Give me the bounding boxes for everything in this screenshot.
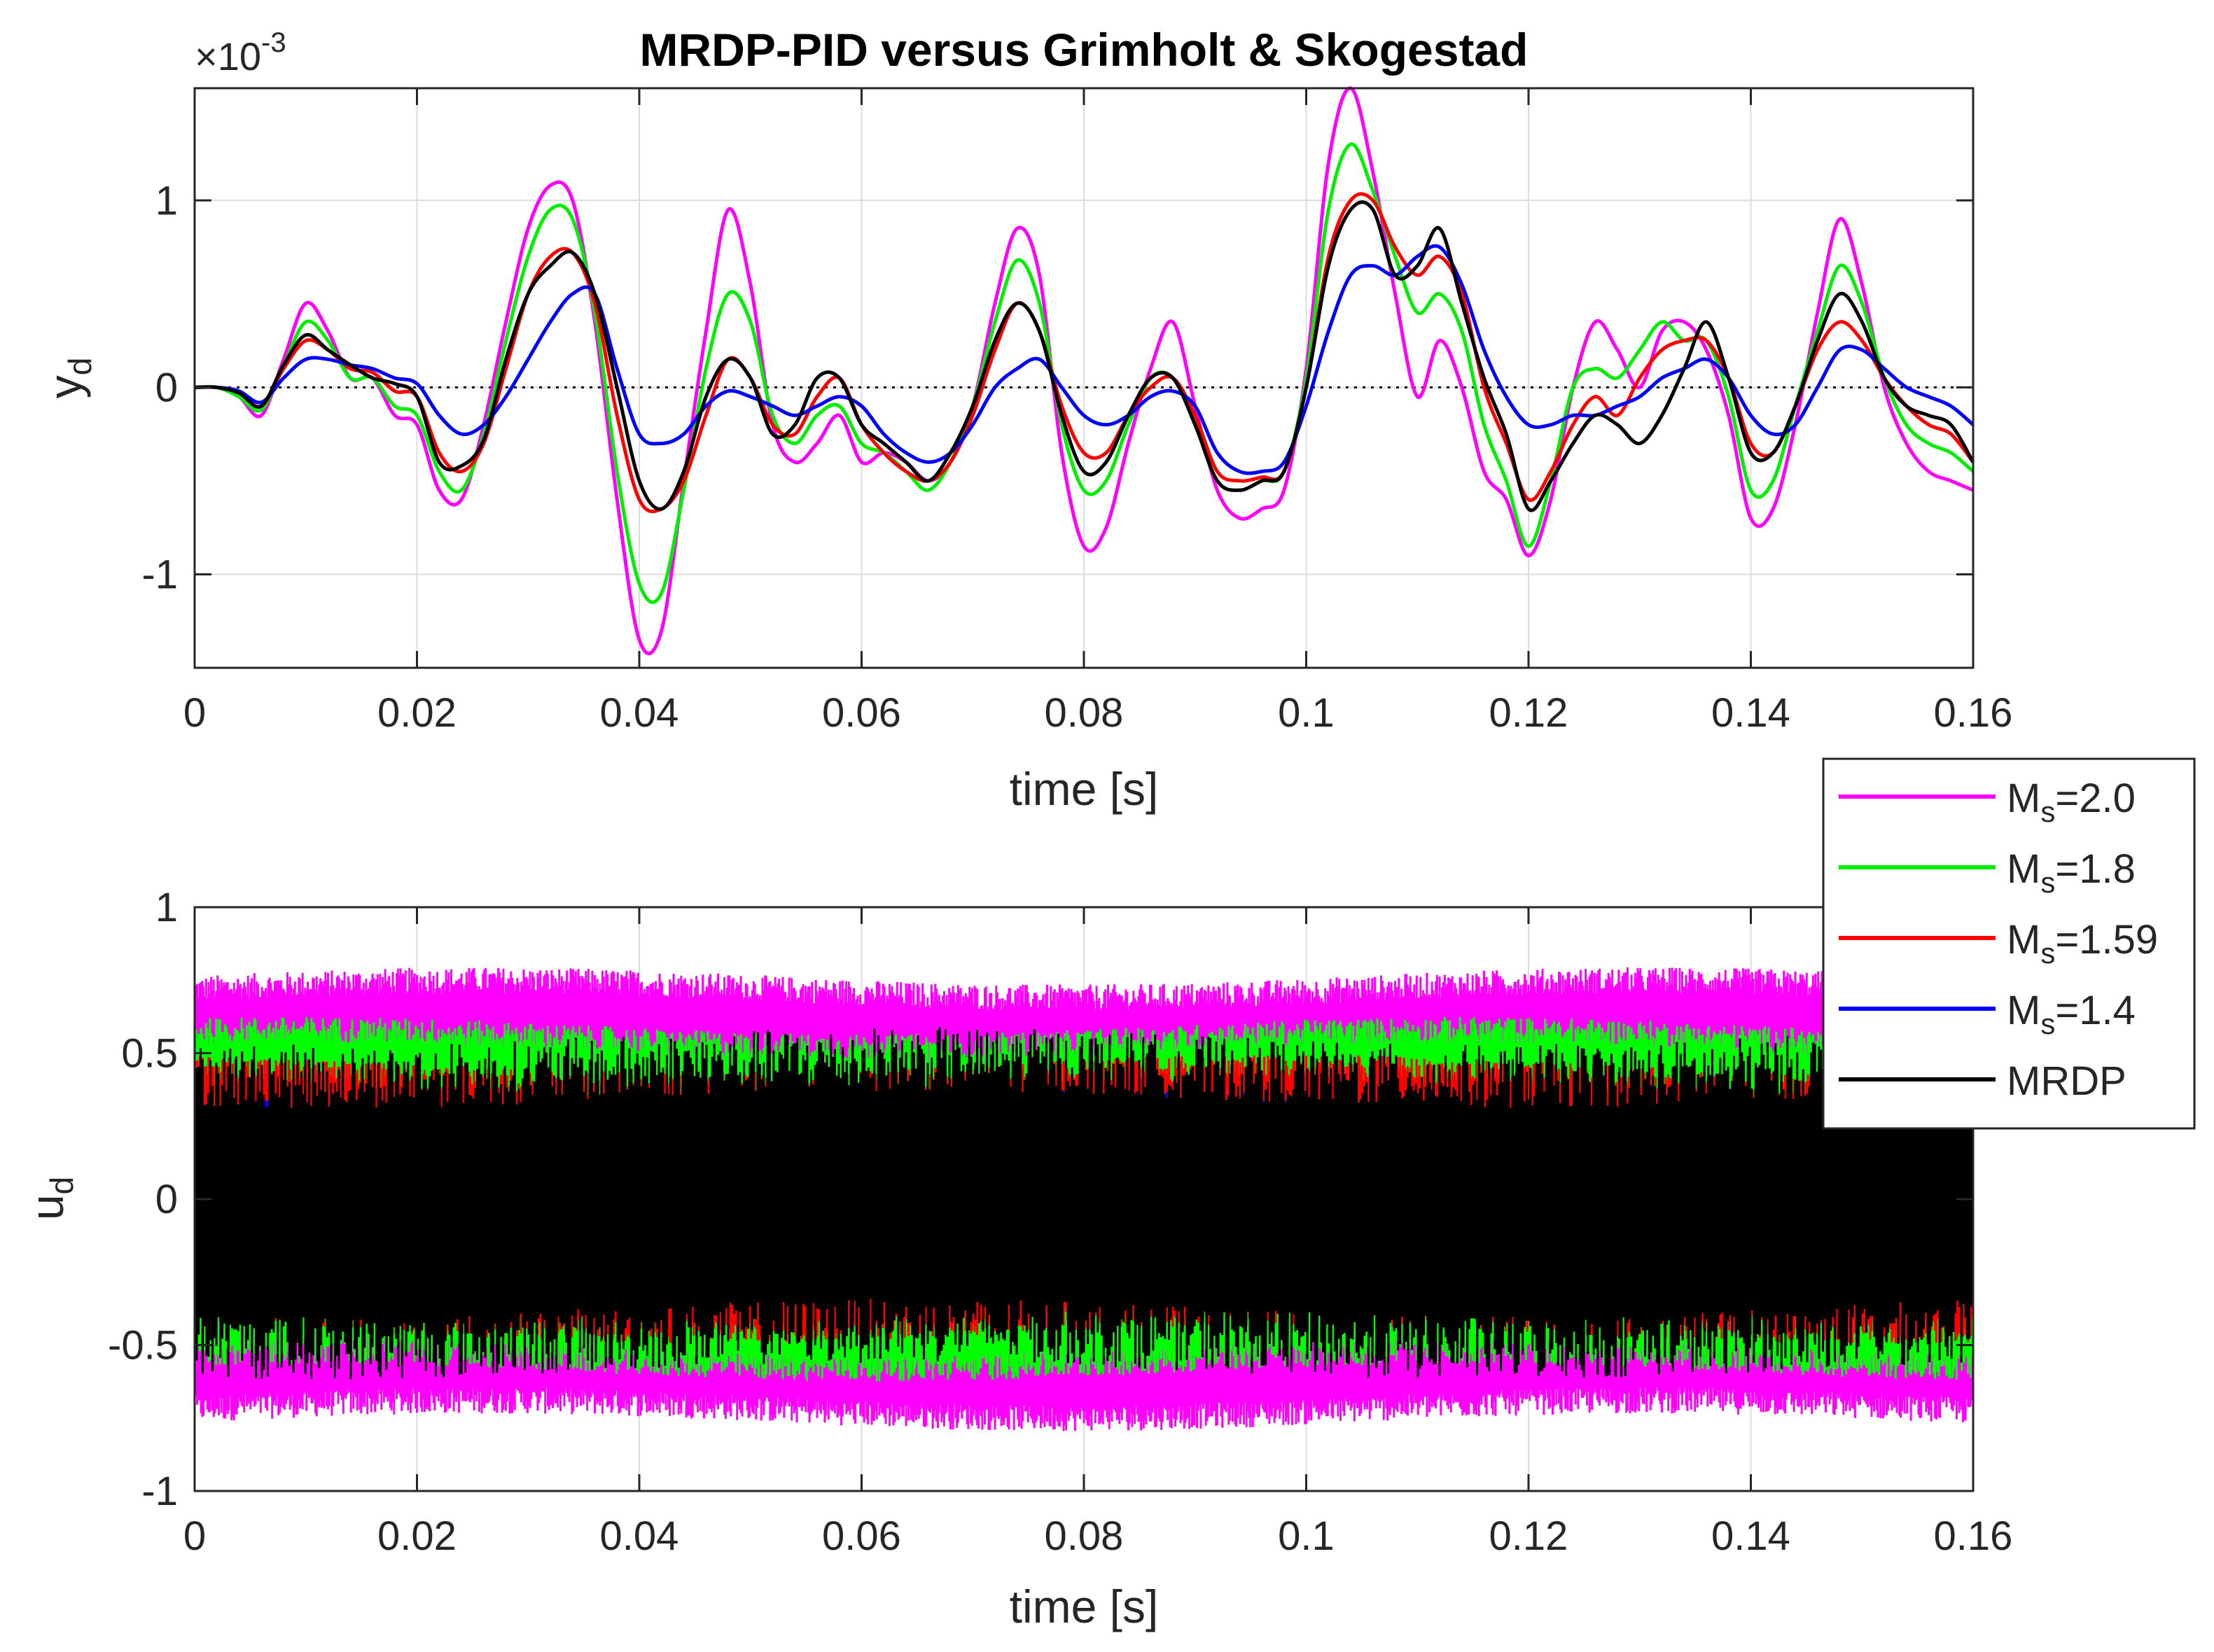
- bot-x-tick-label: 0: [183, 1513, 206, 1559]
- top-y-axis-label: yd: [39, 358, 98, 399]
- bot-y-tick-label: 0: [155, 1177, 178, 1222]
- legend-box: [1822, 757, 2196, 1130]
- bot-y-tick-label: -0.5: [108, 1323, 178, 1368]
- bot-y-tick-label: -1: [141, 1469, 178, 1514]
- legend-label-sub: s: [2040, 866, 2055, 899]
- legend-label-main: M: [2007, 776, 2040, 821]
- top-y-exponent-prefix: ×10: [195, 34, 261, 78]
- legend-label-suffix: =1.4: [2055, 988, 2136, 1033]
- legend-label-main: MRDP: [2007, 1058, 2126, 1104]
- bot-x-tick-label: 0.08: [1045, 1513, 1124, 1559]
- top-x-tick-label: 0.12: [1489, 690, 1568, 736]
- bot-x-tick-label: 0.06: [822, 1513, 901, 1559]
- bot-y-tick-label: 0.5: [121, 1031, 178, 1077]
- bot-x-tick-label: 0.12: [1489, 1513, 1568, 1559]
- top-x-tick-label: 0.1: [1278, 690, 1335, 736]
- top-y-axis-label-sub: d: [62, 358, 98, 376]
- top-series-line-3: [194, 244, 1975, 475]
- legend-label-3: Ms=1.4: [2007, 988, 2136, 1040]
- top-x-tick-label: 0.08: [1045, 690, 1124, 736]
- top-x-axis-label: time [s]: [1010, 763, 1159, 815]
- bottom-y-axis-label: ud: [21, 1177, 80, 1220]
- bot-x-tick-label: 0.04: [600, 1513, 679, 1559]
- top-x-tick-label: 0: [183, 690, 206, 736]
- top-series-line-4: [194, 200, 1975, 512]
- legend-label-0: Ms=2.0: [2007, 776, 2136, 828]
- legend-label-sub: s: [2040, 1007, 2055, 1040]
- top-x-tick-label: 0.04: [600, 690, 679, 736]
- bottom-series-band-4: [193, 1027, 1975, 1380]
- top-x-ticks: 0 0.02 0.04 0.06 0.08 0.1 0.12 0.14 0.16: [183, 88, 2013, 736]
- bottom-y-ticks: -1 -0.5 0 0.5 1: [108, 885, 1973, 1514]
- top-series-group: [194, 86, 1975, 656]
- top-y-tick-label: -1: [141, 552, 178, 597]
- legend-label-suffix: =2.0: [2055, 776, 2136, 821]
- legend-label-main: M: [2007, 846, 2040, 892]
- bot-x-tick-label: 0.02: [377, 1513, 457, 1559]
- legend-label-suffix: =1.8: [2055, 846, 2136, 892]
- legend-label-4: MRDP: [2007, 1058, 2126, 1104]
- bottom-y-axis-label-sub: d: [43, 1177, 80, 1195]
- top-series-line-1: [194, 142, 1975, 604]
- bot-x-tick-label: 0.16: [1934, 1513, 2013, 1559]
- bottom-x-axis-label: time [s]: [1010, 1581, 1159, 1632]
- bottom-x-ticks: 0 0.02 0.04 0.06 0.08 0.1 0.12 0.14 0.16: [183, 907, 2013, 1559]
- legend-label-main: M: [2007, 988, 2040, 1033]
- top-x-tick-label: 0.16: [1934, 690, 2013, 736]
- bottom-series-group: [193, 967, 1975, 1432]
- bot-x-tick-label: 0.1: [1278, 1513, 1335, 1559]
- top-y-exponent: ×10-3: [195, 27, 286, 78]
- top-y-axis-label-main: y: [39, 375, 91, 398]
- legend-label-sub: s: [2040, 937, 2055, 969]
- top-x-tick-label: 0.02: [377, 690, 457, 736]
- bot-y-tick-label: 1: [155, 885, 178, 930]
- legend-label-main: M: [2007, 917, 2040, 962]
- top-y-tick-label: 0: [155, 365, 178, 410]
- top-y-tick-label: 1: [155, 178, 178, 223]
- legend-label-sub: s: [2040, 795, 2055, 828]
- legend-label-2: Ms=1.59: [2007, 917, 2158, 969]
- bot-x-tick-label: 0.14: [1711, 1513, 1790, 1559]
- legend-label-1: Ms=1.8: [2007, 846, 2136, 899]
- chart-title: MRDP-PID versus Grimholt & Skogestad: [640, 24, 1529, 76]
- top-series-line-2: [194, 192, 1975, 514]
- top-x-tick-label: 0.14: [1711, 690, 1790, 736]
- top-series-line-0: [194, 86, 1974, 656]
- top-x-tick-label: 0.06: [822, 690, 901, 736]
- top-axes: 0 0.02 0.04 0.06 0.08 0.1 0.12 0.14 0.16 -1 0 1 ti…: [39, 24, 2012, 815]
- legend-label-suffix: =1.59: [2055, 917, 2158, 962]
- bottom-y-axis-label-main: u: [21, 1194, 73, 1220]
- top-y-exponent-power: -3: [261, 27, 286, 58]
- bottom-axes: 0 0.02 0.04 0.06 0.08 0.1 0.12 0.14 0.16 -1-0.50…: [21, 885, 2012, 1632]
- top-y-ticks: -1 0 1: [141, 178, 1973, 597]
